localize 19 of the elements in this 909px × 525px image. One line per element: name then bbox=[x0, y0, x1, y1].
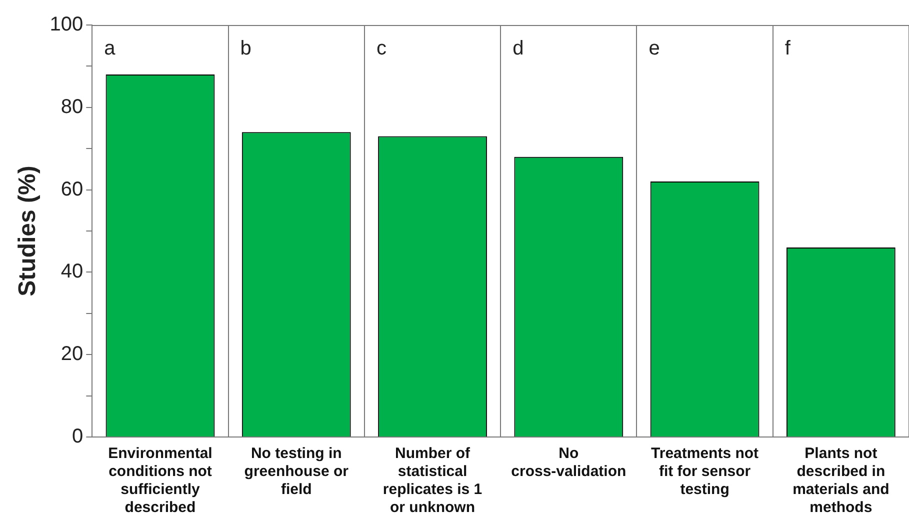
annotation: e bbox=[648, 38, 660, 60]
y-tick-label: 80 bbox=[60, 96, 84, 118]
x-tick-label: Treatments not fit for sensor testing bbox=[651, 445, 759, 498]
x-tick-label: Plants not described in materials and methods bbox=[792, 445, 890, 516]
y-tick-label: 40 bbox=[60, 260, 84, 283]
annotation: a bbox=[104, 38, 116, 60]
annotation: b bbox=[240, 38, 252, 60]
x-tick-label: No cross-validation bbox=[511, 445, 626, 480]
y-tick-label: 0 bbox=[72, 426, 84, 448]
y-axis-title: Studies (%) bbox=[14, 166, 42, 296]
annotation: f bbox=[784, 38, 791, 60]
x-tick-label: Environmental conditions not sufficiently described bbox=[108, 445, 212, 516]
y-tick-label: 100 bbox=[50, 14, 84, 36]
y-tick-label: 20 bbox=[60, 343, 84, 366]
annotation: c bbox=[376, 38, 386, 60]
x-tick-label: Number of statistical replicates is 1 or unknown bbox=[382, 445, 482, 516]
y-tick-label: 60 bbox=[60, 178, 84, 200]
annotation: d bbox=[512, 38, 524, 60]
x-tick-label: No testing in greenhouse or field bbox=[244, 445, 349, 498]
